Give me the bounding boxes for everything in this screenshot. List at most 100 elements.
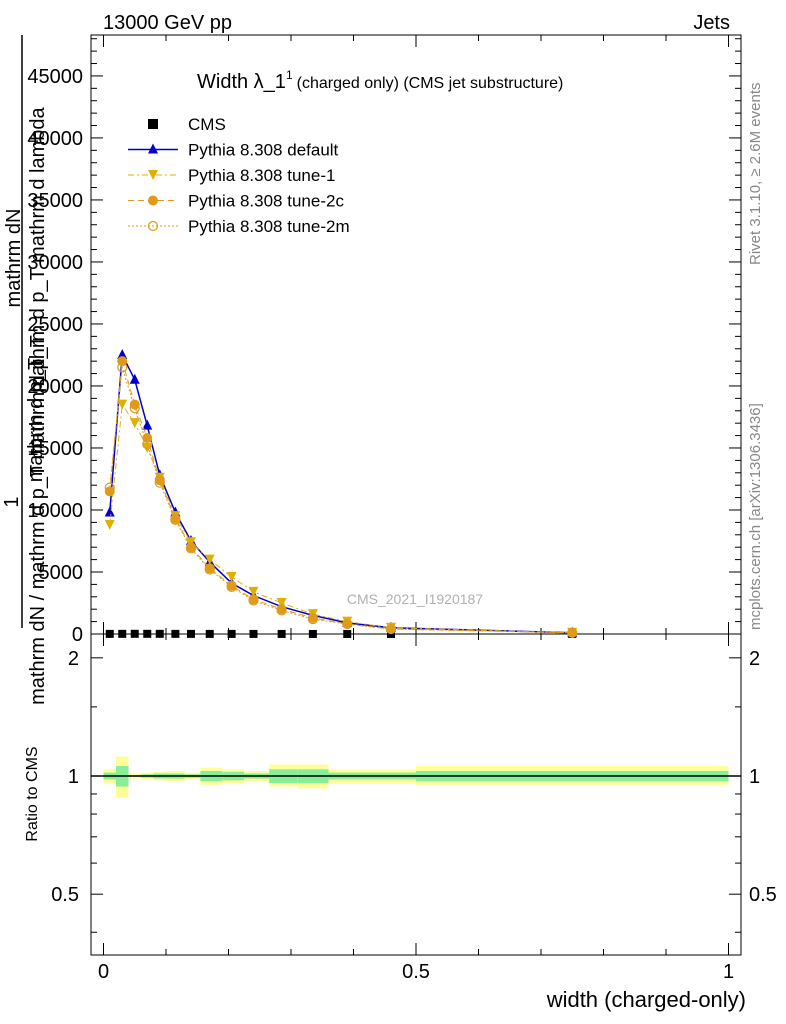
y-tick-label: 45000 <box>27 66 83 88</box>
data-point <box>142 442 153 453</box>
ratio-y-tick-label-right: 0.5 <box>749 884 777 906</box>
data-point <box>205 629 214 638</box>
data-point <box>248 586 259 597</box>
data-point <box>154 475 165 486</box>
data-point <box>385 623 397 635</box>
series-group <box>104 348 578 638</box>
data-point <box>104 486 115 497</box>
series-line <box>109 361 573 634</box>
ratio-y-tick-label: 1 <box>68 766 79 788</box>
data-point <box>343 629 352 638</box>
y-tick-label: 10000 <box>27 500 83 522</box>
data-point <box>187 629 195 638</box>
data-point <box>129 373 140 384</box>
data-point <box>204 564 215 575</box>
legend-marker <box>148 170 158 180</box>
data-point <box>342 619 353 630</box>
data-point <box>567 627 578 638</box>
y-tick-label: 35000 <box>27 190 83 212</box>
legend-marker <box>147 220 159 232</box>
data-point <box>227 629 236 638</box>
data-point <box>129 399 140 410</box>
y-axis-label-main: 1 mathrm dN mathrm d p_T mathrm d lambda… <box>1 35 49 705</box>
y-tick-label: 5000 <box>39 562 84 584</box>
y-label-den2: mathrm dN / mathrm d p_T mathrm d p_T <box>27 335 49 705</box>
legend-label: Pythia 8.308 default <box>188 141 339 160</box>
data-point <box>567 627 578 638</box>
data-point <box>130 629 139 638</box>
data-point <box>308 629 317 638</box>
y-axis-label-ratio: Ratio to CMS <box>24 746 41 841</box>
data-point <box>129 403 140 414</box>
series-pythia-8-308-default <box>104 348 578 637</box>
y-tick-label: 0 <box>72 624 83 646</box>
data-point <box>117 362 128 373</box>
data-point <box>117 399 128 410</box>
ratio-y-tick-label: 2 <box>68 648 79 670</box>
data-point <box>276 605 287 616</box>
data-point <box>104 506 115 517</box>
ratio-y-tick-label-right: 2 <box>749 648 760 670</box>
data-point <box>248 595 259 606</box>
ratio-y-tick-label: 0.5 <box>51 884 79 906</box>
data-point <box>386 624 396 635</box>
x-axis-label: width (charged-only) <box>546 987 746 1012</box>
y-tick-label: 40000 <box>27 128 83 150</box>
data-point <box>105 629 114 638</box>
legend-marker <box>148 143 158 154</box>
series-line <box>109 352 573 634</box>
data-point <box>226 571 237 582</box>
data-point <box>143 629 152 638</box>
legend-marker <box>148 195 158 206</box>
data-point <box>142 439 153 450</box>
legend-label: CMS <box>188 115 226 134</box>
ratio-y-tick-label-right: 1 <box>749 766 760 788</box>
legend-label: Pythia 8.308 tune-2c <box>188 192 344 211</box>
rivet-label: Rivet 3.1.10, ≥ 2.6M events <box>747 83 764 266</box>
legend-entry: Pythia 8.308 tune-2m <box>128 217 350 236</box>
header-right: Jets <box>693 12 730 34</box>
ratio-uncertainty-bands <box>91 756 741 798</box>
data-point <box>277 629 286 638</box>
data-point <box>276 597 287 608</box>
y-label-num1: mathrm dN <box>3 209 25 308</box>
data-point <box>249 629 258 638</box>
y-tick-label: 15000 <box>27 438 83 460</box>
data-point <box>185 543 197 554</box>
legend-entry: Pythia 8.308 tune-2c <box>128 192 344 211</box>
ratio-panel <box>90 633 742 956</box>
y-tick-label: 25000 <box>27 314 83 336</box>
series-pythia-8-308-tune-2m <box>104 362 578 638</box>
data-point <box>307 614 318 625</box>
data-point <box>204 554 215 565</box>
watermark: CMS_2021_I1920187 <box>347 591 483 607</box>
series-pythia-8-308-tune-2c <box>104 356 578 638</box>
x-tick-label: 0 <box>98 961 109 983</box>
data-point <box>129 418 140 429</box>
legend-marker <box>148 119 158 129</box>
data-point <box>154 477 165 488</box>
series-line <box>109 367 573 634</box>
axis-ticks: 0 5000 10000 15000 20000 25000 30000 35000 40000… <box>27 35 777 983</box>
legend-label: Pythia 8.308 tune-2m <box>188 217 350 236</box>
ratio-frame <box>90 633 742 956</box>
data-point <box>104 519 115 530</box>
legend: CMS Pythia 8.308 default Pythia 8.308 tune… <box>128 115 350 236</box>
data-point <box>118 629 127 638</box>
data-point <box>142 419 153 430</box>
y-tick-label: 30000 <box>27 252 83 274</box>
y-label-one: 1 <box>1 496 23 507</box>
legend-entry: CMS <box>148 115 226 134</box>
data-point <box>171 629 180 638</box>
legend-entry: Pythia 8.308 default <box>128 141 339 160</box>
data-point <box>342 618 353 630</box>
y-label-den1: mathrm d p_T mathrm d lambda <box>27 106 49 392</box>
legend-label: Pythia 8.308 tune-1 <box>188 166 335 185</box>
data-point <box>155 629 164 638</box>
y-label-num2: mathrm d p_T <box>25 358 47 482</box>
x-tick-label: 0.5 <box>402 961 430 983</box>
data-point <box>104 482 115 493</box>
data-point <box>170 514 181 526</box>
x-tick-label: 1 <box>723 961 734 983</box>
